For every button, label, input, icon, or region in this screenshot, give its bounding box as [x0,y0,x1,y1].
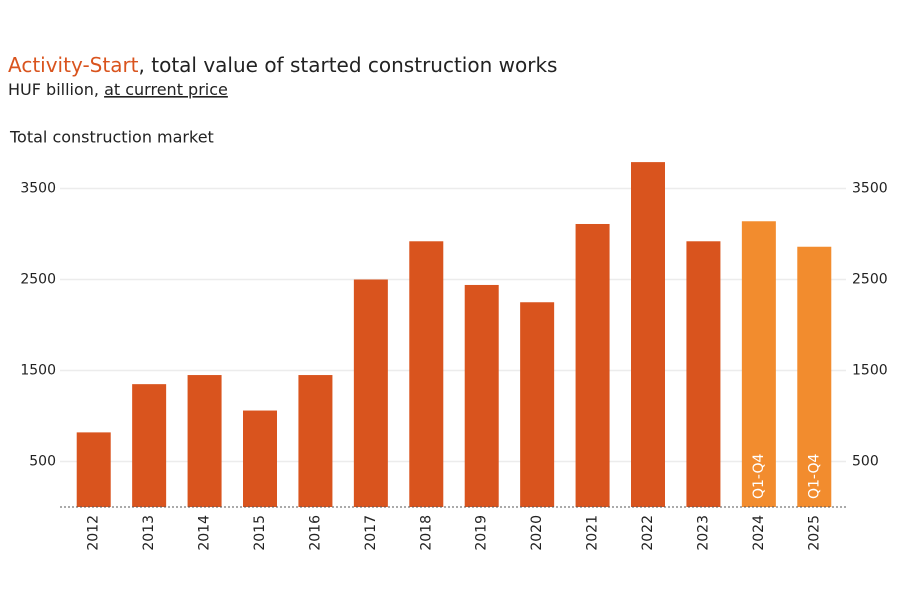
x-tick-label: 2016 [307,515,323,551]
x-tick-label: 2023 [695,515,711,551]
y2-tick-label: 500 [852,454,879,470]
x-tick-label: 2018 [418,515,434,551]
panel-title: Total construction market [9,128,214,147]
x-tick-label: 2021 [585,515,601,551]
x-tick-label: 2014 [197,515,213,551]
x-tick-label: 2017 [363,515,379,551]
subtitle-link[interactable]: at current price [104,80,228,99]
y2-tick-label: 3500 [852,181,888,197]
y-tick-label: 500 [29,454,56,470]
bar [409,241,444,507]
chart-title: Activity-Start, total value of started c… [8,53,557,77]
bar [686,241,721,507]
bar [187,375,222,507]
bar [298,375,333,507]
bar-annotation: Q1-Q4 [806,453,822,499]
x-tick-label: 2022 [640,515,656,551]
x-tick-label: 2020 [529,515,545,551]
y-tick-label: 3500 [20,181,56,197]
x-tick-label: 2024 [751,515,767,551]
subtitle-unit: HUF billion, [8,80,104,99]
bar [520,302,555,507]
y2-tick-label: 2500 [852,272,888,288]
bar [797,246,832,508]
x-tick-label: 2013 [141,515,157,551]
bar [353,279,388,507]
bar [631,162,665,508]
x-tick-label: 2019 [474,515,490,551]
title-rest: , total value of started construction wo… [139,53,558,77]
y-tick-label: 2500 [20,272,56,288]
x-tick-label: 2025 [806,515,822,551]
bar-annotation: Q1-Q4 [751,453,767,499]
bar [741,221,776,507]
bar [132,384,167,507]
title-highlight: Activity-Start [8,53,139,77]
chart-subtitle: HUF billion, at current price [8,80,228,99]
bar [243,410,277,507]
x-tick-label: 2012 [86,515,102,551]
y2-tick-label: 1500 [852,363,888,379]
y-tick-label: 1500 [20,363,56,379]
x-tick-label: 2015 [252,515,268,551]
bar [76,432,111,507]
bar [575,223,610,508]
bar [464,284,499,507]
